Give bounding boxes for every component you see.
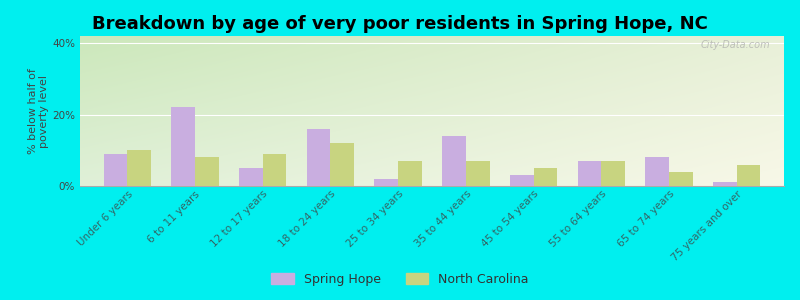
Bar: [262, 154, 286, 186]
Bar: [669, 172, 693, 186]
Bar: [442, 136, 466, 186]
Bar: [398, 161, 422, 186]
Legend: Spring Hope, North Carolina: Spring Hope, North Carolina: [266, 268, 534, 291]
Bar: [127, 150, 151, 186]
Bar: [713, 182, 737, 186]
Bar: [171, 107, 195, 186]
Bar: [737, 165, 760, 186]
Y-axis label: % below half of
poverty level: % below half of poverty level: [28, 68, 50, 154]
Bar: [646, 158, 669, 186]
Text: City-Data.com: City-Data.com: [700, 40, 770, 50]
Text: Breakdown by age of very poor residents in Spring Hope, NC: Breakdown by age of very poor residents …: [92, 15, 708, 33]
Bar: [239, 168, 262, 186]
Bar: [466, 161, 490, 186]
Bar: [374, 179, 398, 186]
Bar: [104, 154, 127, 186]
Bar: [330, 143, 354, 186]
Bar: [195, 158, 218, 186]
Bar: [602, 161, 625, 186]
Bar: [306, 129, 330, 186]
Bar: [578, 161, 602, 186]
Bar: [510, 175, 534, 186]
Bar: [534, 168, 558, 186]
